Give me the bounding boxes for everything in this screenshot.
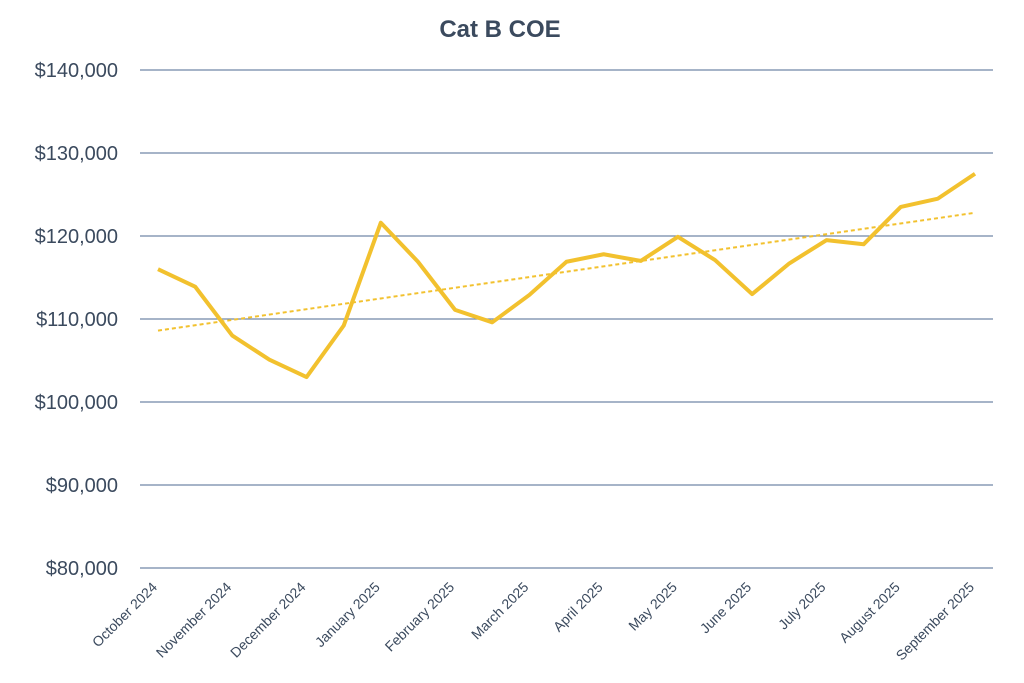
x-tick-label: January 2025 <box>312 579 383 650</box>
y-tick-label: $110,000 <box>36 309 118 331</box>
y-tick-label: $100,000 <box>35 392 118 414</box>
y-tick-label: $80,000 <box>46 558 118 580</box>
x-tick-label: October 2024 <box>89 579 160 650</box>
chart-title: Cat B COE <box>439 16 560 43</box>
x-tick-label: June 2025 <box>697 579 755 637</box>
x-tick-label: December 2024 <box>227 579 309 661</box>
y-tick-label: $140,000 <box>35 60 118 82</box>
y-tick-label: $120,000 <box>35 226 118 248</box>
x-tick-label: May 2025 <box>625 579 680 634</box>
x-tick-label: July 2025 <box>775 579 829 633</box>
line <box>157 172 977 380</box>
trendline <box>157 211 976 332</box>
x-tick-label: April 2025 <box>550 579 606 635</box>
x-tick-label: August 2025 <box>836 579 903 646</box>
x-tick-label: February 2025 <box>382 579 458 655</box>
x-tick-label: September 2025 <box>893 579 978 664</box>
y-tick-label: $90,000 <box>46 475 118 497</box>
x-tick-label: November 2024 <box>153 579 235 661</box>
x-tick-label: March 2025 <box>468 579 532 643</box>
y-tick-label: $130,000 <box>35 143 118 165</box>
